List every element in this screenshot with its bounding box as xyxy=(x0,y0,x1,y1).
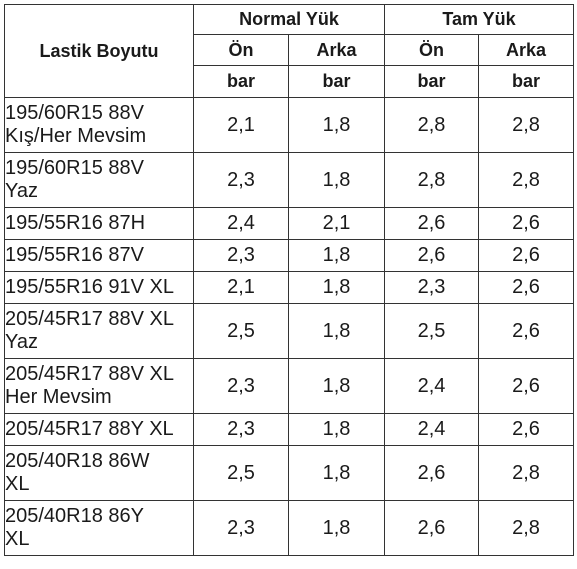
tire-size-cell: 195/55R16 87V xyxy=(4,239,194,272)
pressure-cell: 2,4 xyxy=(193,207,289,240)
tire-size-cell: 205/45R17 88V XL Yaz xyxy=(4,303,194,359)
pressure-cell: 2,8 xyxy=(384,97,480,153)
pressure-cell: 1,8 xyxy=(287,445,386,501)
table-row: 195/60R15 88V Kış/Her Mevsim 2,1 1,8 2,8… xyxy=(4,97,575,153)
pressure-cell: 1,8 xyxy=(287,152,386,208)
pressure-cell: 2,8 xyxy=(478,445,575,501)
pressure-cell: 2,8 xyxy=(384,152,480,208)
table-row: 205/40R18 86Y XL 2,3 1,8 2,6 2,8 xyxy=(4,500,575,556)
pressure-cell: 2,1 xyxy=(193,97,289,153)
pressure-cell: 2,3 xyxy=(193,500,289,556)
unit-header: bar xyxy=(287,65,386,98)
tire-size-cell: 205/40R18 86Y XL xyxy=(4,500,194,556)
pressure-cell: 1,8 xyxy=(287,500,386,556)
pressure-cell: 2,6 xyxy=(478,303,575,359)
pressure-cell: 2,8 xyxy=(478,152,575,208)
pressure-cell: 2,6 xyxy=(478,239,575,272)
table-row: 205/45R17 88V XL Her Mevsim 2,3 1,8 2,4 … xyxy=(4,358,575,414)
table-row: 195/60R15 88V Yaz 2,3 1,8 2,8 2,8 xyxy=(4,152,575,208)
pressure-cell: 2,6 xyxy=(478,271,575,304)
tire-size-cell: 195/60R15 88V Yaz xyxy=(4,152,194,208)
table-row: 195/55R16 87H 2,4 2,1 2,6 2,6 xyxy=(4,207,575,240)
pressure-cell: 1,8 xyxy=(287,239,386,272)
tire-size-cell: 195/55R16 91V XL xyxy=(4,271,194,304)
pressure-cell: 2,3 xyxy=(193,239,289,272)
table-row: 205/45R17 88V XL Yaz 2,5 1,8 2,5 2,6 xyxy=(4,303,575,359)
tire-pressure-table: Lastik Boyutu Normal Yük Tam Yük Ön Arka… xyxy=(4,4,575,556)
tire-size-cell: 205/40R18 86W XL xyxy=(4,445,194,501)
pressure-cell: 2,3 xyxy=(384,271,480,304)
header-row-positions: Ön Arka Ön Arka xyxy=(5,34,575,66)
pressure-cell: 2,6 xyxy=(478,358,575,414)
pressure-cell: 2,6 xyxy=(478,207,575,240)
tire-size-cell: 205/45R17 88V XL Her Mevsim xyxy=(4,358,194,414)
pressure-cell: 2,5 xyxy=(193,303,289,359)
pressure-cell: 2,4 xyxy=(384,358,480,414)
pressure-cell: 2,8 xyxy=(478,97,575,153)
normal-front-header: Ön xyxy=(193,34,289,66)
pressure-cell: 2,1 xyxy=(193,271,289,304)
pressure-cell: 2,1 xyxy=(287,207,386,240)
pressure-cell: 1,8 xyxy=(287,413,386,446)
pressure-cell: 1,8 xyxy=(287,97,386,153)
pressure-cell: 2,8 xyxy=(478,500,575,556)
table-row: 195/55R16 87V 2,3 1,8 2,6 2,6 xyxy=(4,239,575,272)
unit-header: bar xyxy=(478,65,575,98)
pressure-cell: 2,6 xyxy=(384,239,480,272)
unit-header: bar xyxy=(384,65,480,98)
pressure-cell: 2,6 xyxy=(384,500,480,556)
full-rear-header: Arka xyxy=(478,34,575,66)
pressure-cell: 1,8 xyxy=(287,303,386,359)
header-row-groups: Lastik Boyutu Normal Yük Tam Yük xyxy=(4,4,575,98)
full-front-header: Ön xyxy=(384,34,480,66)
pressure-cell: 2,4 xyxy=(384,413,480,446)
normal-rear-header: Arka xyxy=(287,34,386,66)
tire-size-cell: 205/45R17 88Y XL xyxy=(4,413,194,446)
pressure-cell: 2,5 xyxy=(384,303,480,359)
pressure-cell: 2,3 xyxy=(193,152,289,208)
pressure-cell: 2,3 xyxy=(193,413,289,446)
normal-load-header: Normal Yük xyxy=(192,4,386,35)
table-row: 205/40R18 86W XL 2,5 1,8 2,6 2,8 xyxy=(4,445,575,501)
pressure-cell: 1,8 xyxy=(287,271,386,304)
pressure-cell: 2,5 xyxy=(193,445,289,501)
pressure-cell: 2,6 xyxy=(478,413,575,446)
header-row-units: bar bar bar bar xyxy=(5,65,575,98)
unit-header: bar xyxy=(193,65,289,98)
table-row: 195/55R16 91V XL 2,1 1,8 2,3 2,6 xyxy=(4,271,575,304)
table-row: 205/45R17 88Y XL 2,3 1,8 2,4 2,6 xyxy=(4,413,575,446)
pressure-cell: 2,6 xyxy=(384,445,480,501)
pressure-cell: 1,8 xyxy=(287,358,386,414)
pressure-cell: 2,3 xyxy=(193,358,289,414)
full-load-header: Tam Yük xyxy=(384,4,575,35)
pressure-cell: 2,6 xyxy=(384,207,480,240)
tire-size-cell: 195/60R15 88V Kış/Her Mevsim xyxy=(4,97,194,153)
tire-size-header: Lastik Boyutu xyxy=(4,4,194,98)
tire-size-cell: 195/55R16 87H xyxy=(4,207,194,240)
